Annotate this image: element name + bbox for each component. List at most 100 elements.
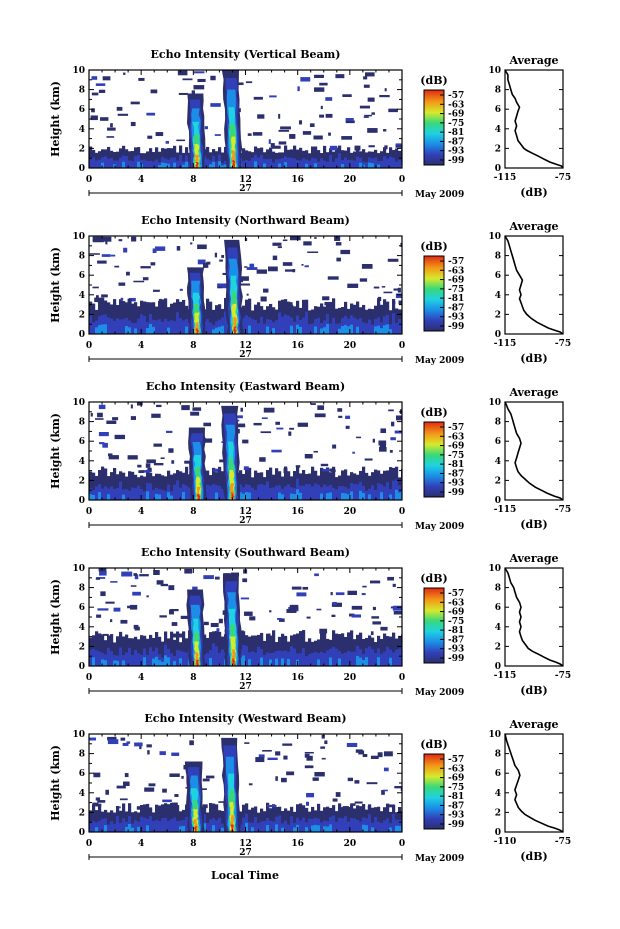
colorbar-tick: -99 [448,654,464,664]
colorbar-tick: -81 [448,460,464,470]
x-tick-label: 0 [86,341,92,351]
panel-3: Echo Intensity (Eastward Beam) 0 2 4 6 8 10 Hei… [49,380,571,532]
x-tick-label: 20 [344,341,357,351]
heatmap [89,236,402,334]
colorbar-tick: -69 [448,774,464,784]
y-tick-label: 0 [79,828,85,838]
heatmap [89,70,402,168]
y-tick-label: 8 [79,750,85,760]
colorbar-label: (dB) [420,240,447,253]
colorbar-tick: -93 [448,147,464,157]
colorbar-tick: -57 [448,257,464,267]
average-y-tick: 10 [488,66,501,76]
x-tick-label: 12 [239,341,252,351]
average-x-tick: -115 [494,505,517,515]
average-x-tick: -115 [494,671,517,681]
day-label: 27 [239,350,252,360]
y-tick-label: 8 [79,86,85,96]
y-tick-label: 2 [79,808,85,818]
average-y-tick: 10 [488,564,501,574]
colorbar-tick: -99 [448,156,464,166]
colorbar-tick: -99 [448,322,464,332]
colorbar-label: (dB) [420,74,447,87]
panel-title: Echo Intensity (Eastward Beam) [146,380,345,393]
x-tick-label: 20 [344,175,357,185]
average-y-tick: 2 [495,144,501,154]
average-y-tick: 2 [495,642,501,652]
average-xlabel: (dB) [520,850,547,863]
average-y-tick: 2 [495,808,501,818]
x-tick-label: 8 [190,673,196,683]
average-y-tick: 6 [495,769,501,779]
average-y-tick: 4 [495,125,501,135]
x-tick-label: 16 [291,507,304,517]
average-x-tick: -75 [555,173,571,183]
y-tick-label: 4 [79,457,85,467]
colorbar-tick: -87 [448,469,464,479]
day-label: 27 [239,848,252,858]
colorbar-tick: -63 [448,266,464,276]
average-y-tick: 4 [495,291,501,301]
x-tick-label: 12 [239,175,252,185]
colorbar-tick: -81 [448,626,464,636]
y-axis-label: Height (km) [49,579,62,655]
y-tick-label: 0 [79,164,85,174]
average-x-tick: -115 [494,173,517,183]
day-label: 27 [239,516,252,526]
average-y-tick: 4 [495,789,501,799]
y-tick-label: 6 [79,105,85,115]
x-tick-label: 0 [399,175,405,185]
x-tick-label: 16 [291,341,304,351]
y-axis-label: Height (km) [49,745,62,821]
panel-title: Echo Intensity (Southward Beam) [141,546,350,559]
colorbar-label: (dB) [420,406,447,419]
x-tick-label: 16 [291,839,304,849]
x-tick-label: 20 [344,507,357,517]
y-tick-label: 4 [79,291,85,301]
x-tick-label: 4 [138,507,144,517]
y-tick-label: 4 [79,623,85,633]
average-title: Average [508,552,558,565]
y-tick-label: 8 [79,252,85,262]
y-tick-label: 8 [79,418,85,428]
colorbar-tick: -87 [448,635,464,645]
colorbar-tick: -75 [448,285,464,295]
x-tick-label: 0 [399,673,405,683]
y-axis-label: Height (km) [49,413,62,489]
panel-5: Echo Intensity (Westward Beam) 0 2 4 6 8 10 Hei… [49,712,571,864]
average-title: Average [508,220,558,233]
y-tick-label: 0 [79,496,85,506]
heatmap [89,568,402,666]
average-x-tick: -75 [555,671,571,681]
date-label: May 2009 [415,356,464,366]
y-tick-label: 6 [79,437,85,447]
y-tick-label: 0 [79,662,85,672]
y-tick-label: 8 [79,584,85,594]
colorbar-tick: -63 [448,432,464,442]
colorbar-tick: -69 [448,110,464,120]
average-y-tick: 8 [495,86,501,96]
average-profile-line [504,733,564,833]
colorbar-tick: -81 [448,792,464,802]
average-y-tick: 6 [495,271,501,281]
average-y-tick: 10 [488,730,501,740]
average-y-tick: 2 [495,310,501,320]
average-y-tick: 0 [495,828,501,838]
y-tick-label: 10 [72,66,85,76]
colorbar-tick: -69 [448,442,464,452]
colorbar-tick: -93 [448,811,464,821]
day-label: 27 [239,184,252,194]
average-profile-line [504,401,564,501]
colorbar-tick: -75 [448,119,464,129]
x-tick-label: 0 [86,175,92,185]
average-y-tick: 4 [495,623,501,633]
colorbar-tick: -81 [448,128,464,138]
colorbar-tick: -57 [448,755,464,765]
average-title: Average [508,386,558,399]
average-y-tick: 8 [495,750,501,760]
average-y-tick: 6 [495,603,501,613]
y-tick-label: 4 [79,789,85,799]
colorbar-tick: -63 [448,100,464,110]
x-tick-label: 4 [138,175,144,185]
panel-2: Echo Intensity (Northward Beam) 0 2 4 6 8 10 He… [49,214,571,366]
